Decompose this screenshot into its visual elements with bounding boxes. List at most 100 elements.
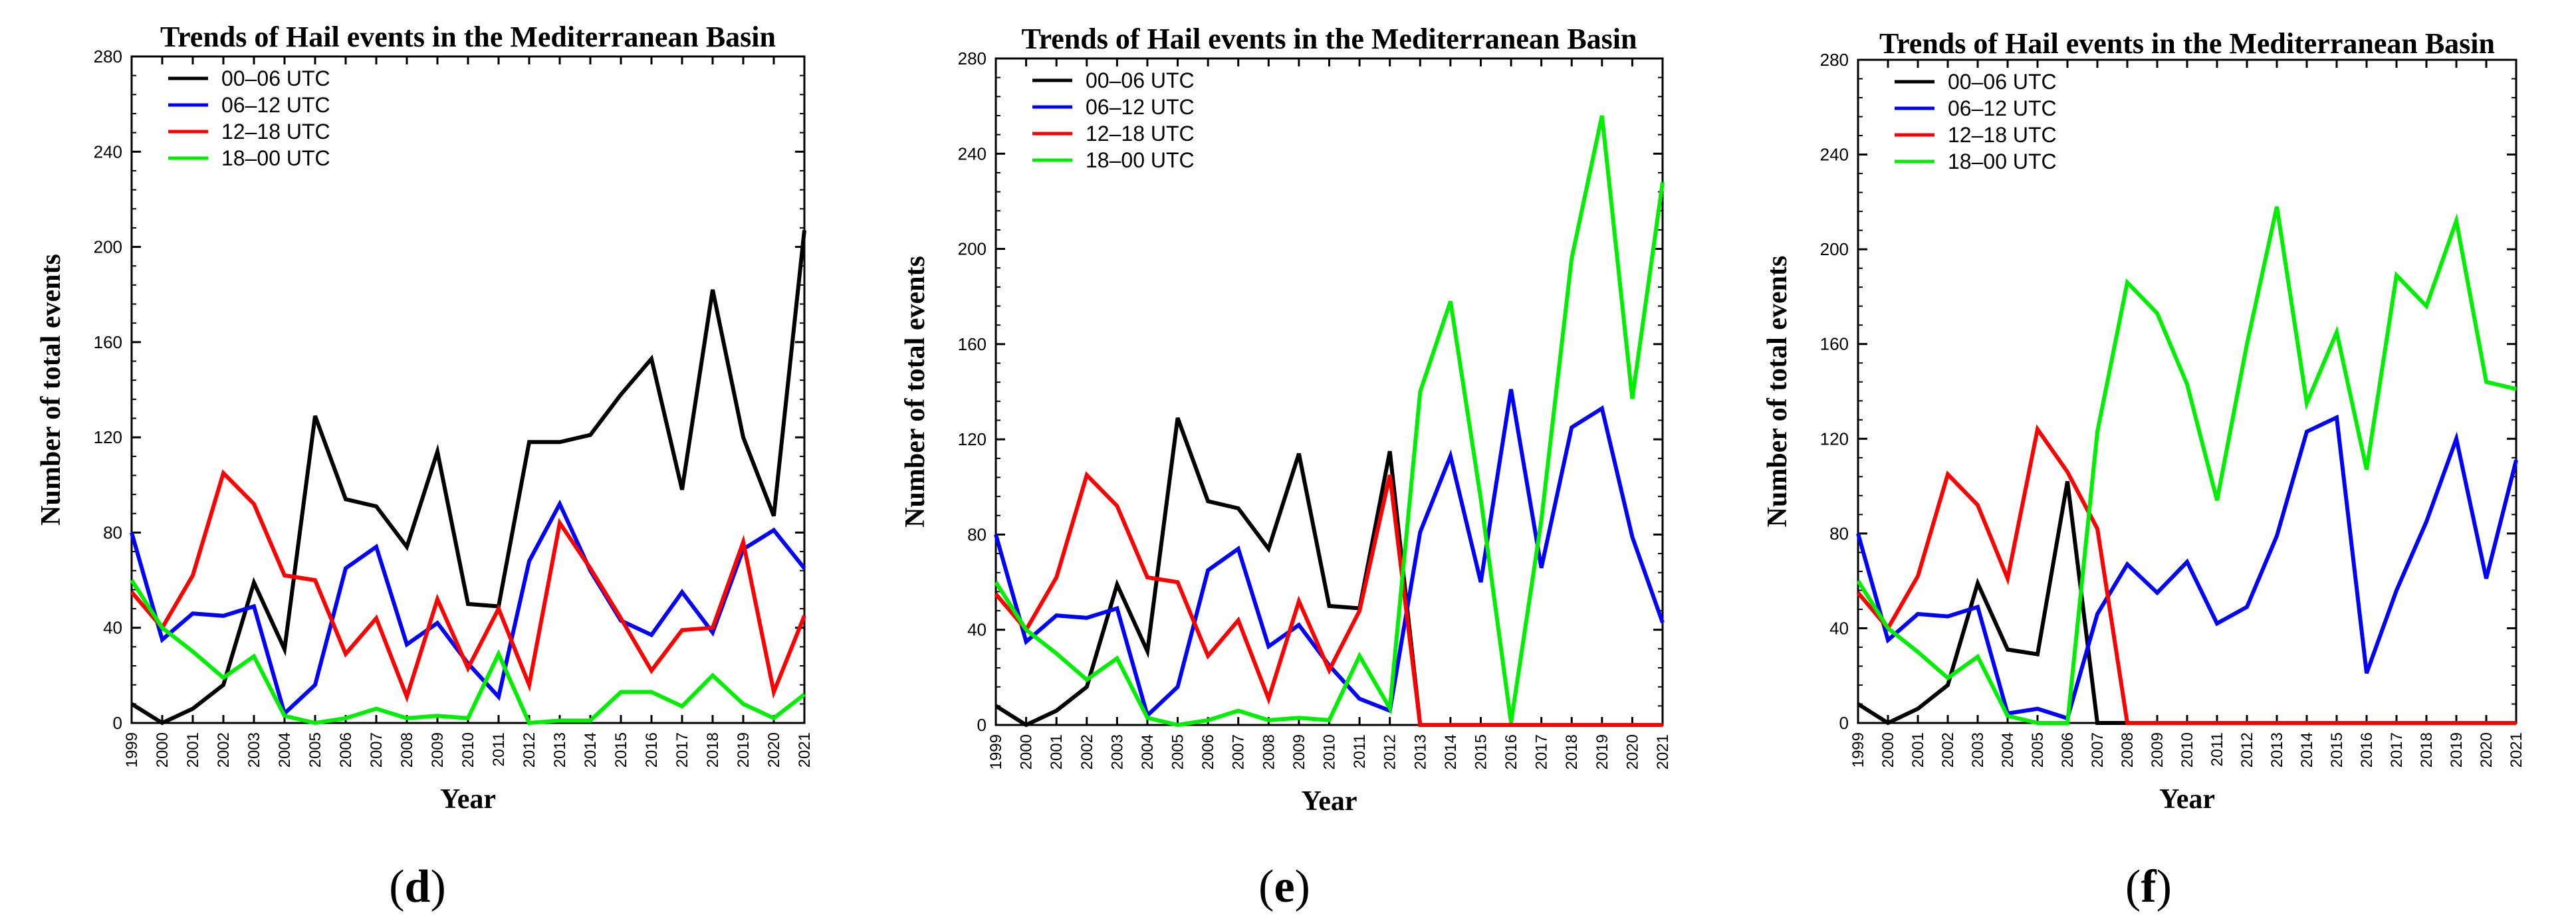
x-tick-label: 2014 <box>1442 734 1460 769</box>
x-tick-label: 2015 <box>612 732 630 767</box>
x-tick-label: 2008 <box>398 732 416 767</box>
y-tick-label: 120 <box>1820 429 1849 449</box>
y-tick-label: 280 <box>94 47 122 66</box>
y-tick-label: 160 <box>958 334 987 354</box>
legend-label-1: 00–06 UTC <box>1948 70 2057 94</box>
y-tick-label: 80 <box>103 522 122 542</box>
series-line-1 <box>130 230 806 726</box>
series-line-4 <box>994 115 1665 728</box>
x-tick-label: 2006 <box>2059 732 2077 767</box>
panel-label: (f) <box>2125 861 2172 912</box>
y-tick-label: 40 <box>967 620 987 640</box>
legend-label-3: 12–18 UTC <box>1086 122 1195 146</box>
x-tick-label: 2015 <box>1472 734 1490 769</box>
series-line-3 <box>994 471 1663 727</box>
y-tick-label: 200 <box>1820 239 1849 259</box>
y-tick-label: 120 <box>958 429 987 449</box>
x-tick-label: 2007 <box>2089 732 2107 767</box>
y-tick-label: 280 <box>958 49 987 68</box>
x-tick-label: 2019 <box>1593 734 1611 769</box>
y-axis-label: Number of total events <box>900 256 931 528</box>
y-tick-label: 0 <box>113 713 122 733</box>
x-tick-label: 2001 <box>1048 734 1066 769</box>
x-tick-label: 2000 <box>1018 734 1036 769</box>
x-tick-label: 2001 <box>1909 732 1927 767</box>
y-tick-label: 40 <box>1829 618 1849 638</box>
legend-label-1: 00–06 UTC <box>1086 68 1195 92</box>
x-tick-label: 2021 <box>2508 732 2525 767</box>
x-tick-label: 2011 <box>490 732 508 767</box>
x-tick-label: 2017 <box>673 732 691 767</box>
x-tick-label: 1999 <box>123 732 141 767</box>
x-tick-label: 2010 <box>1321 734 1339 769</box>
x-tick-label: 2013 <box>1411 734 1429 769</box>
y-tick-label: 0 <box>977 715 987 735</box>
chart-title: Trends of Hail events in the Mediterrane… <box>1879 27 2495 60</box>
x-tick-label: 2001 <box>184 732 202 767</box>
x-tick-label: 2018 <box>704 732 722 767</box>
x-tick-label: 2018 <box>1563 734 1581 769</box>
x-tick-label: 2020 <box>2478 732 2496 767</box>
x-tick-label: 2012 <box>1381 734 1399 769</box>
x-tick-label: 2019 <box>2448 732 2466 767</box>
x-tick-label: 2002 <box>1078 734 1096 769</box>
x-tick-label: 1999 <box>987 734 1005 769</box>
y-tick-label: 240 <box>94 142 122 161</box>
series-line-4 <box>1856 206 2517 725</box>
legend-label-4: 18–00 UTC <box>1948 150 2057 173</box>
x-tick-label: 2016 <box>2358 732 2376 767</box>
x-tick-label: 2021 <box>796 732 814 767</box>
x-tick-label: 2012 <box>2238 732 2256 767</box>
y-tick-label: 160 <box>1820 334 1849 354</box>
x-tick-label: 2004 <box>1139 734 1157 769</box>
series-line-1 <box>1857 480 2516 726</box>
x-tick-label: 2009 <box>1290 734 1308 769</box>
x-tick-label: 2002 <box>215 732 233 767</box>
x-tick-label: 2003 <box>1969 732 1987 767</box>
y-tick-label: 160 <box>94 332 122 352</box>
chart-panel-d: Trends of Hail events in the Mediterrane… <box>36 21 814 912</box>
chart-title: Trends of Hail events in the Mediterrane… <box>160 21 776 53</box>
legend-label-1: 00–06 UTC <box>221 66 330 90</box>
legend-label-3: 12–18 UTC <box>1948 123 2057 147</box>
y-tick-label: 120 <box>94 427 122 447</box>
x-tick-label: 2017 <box>1533 734 1551 769</box>
x-tick-label: 2000 <box>154 732 172 767</box>
x-tick-label: 2003 <box>245 732 263 767</box>
x-tick-label: 2011 <box>2208 732 2226 767</box>
x-tick-label: 2016 <box>643 732 661 767</box>
legend-label-4: 18–00 UTC <box>221 146 330 170</box>
y-axis-label: Number of total events <box>1762 256 1793 528</box>
x-tick-label: 2005 <box>306 732 324 767</box>
series-line-3 <box>1856 424 2516 725</box>
x-tick-label: 2016 <box>1502 734 1520 769</box>
x-tick-label: 2005 <box>1169 734 1187 769</box>
x-axis-label: Year <box>2159 784 2215 815</box>
series-line-2 <box>1856 414 2518 721</box>
x-tick-label: 2010 <box>2178 732 2196 767</box>
y-tick-label: 40 <box>103 618 122 638</box>
x-tick-label: 2010 <box>459 732 477 767</box>
y-tick-label: 80 <box>967 524 987 544</box>
panel-label: (d) <box>389 861 446 912</box>
x-tick-label: 2017 <box>2388 732 2406 767</box>
x-tick-label: 2004 <box>1999 732 2017 767</box>
legend-label-2: 06–12 UTC <box>1948 96 2057 120</box>
x-tick-label: 2007 <box>1230 734 1248 769</box>
x-tick-label: 2018 <box>2418 732 2436 767</box>
x-tick-label: 2006 <box>1199 734 1217 769</box>
panel-label: (e) <box>1258 861 1310 912</box>
y-tick-label: 240 <box>1820 145 1849 165</box>
y-tick-label: 200 <box>94 237 122 257</box>
x-tick-label: 2011 <box>1351 734 1369 769</box>
x-tick-label: 2004 <box>276 732 294 767</box>
x-tick-label: 2020 <box>765 732 783 767</box>
x-tick-label: 2014 <box>2298 732 2316 767</box>
x-tick-label: 2015 <box>2328 732 2346 767</box>
x-tick-label: 1999 <box>1849 732 1867 767</box>
x-tick-label: 2020 <box>1623 734 1641 769</box>
x-tick-label: 2008 <box>2119 732 2137 767</box>
x-tick-label: 2002 <box>1939 732 1957 767</box>
x-tick-label: 2019 <box>735 732 753 767</box>
